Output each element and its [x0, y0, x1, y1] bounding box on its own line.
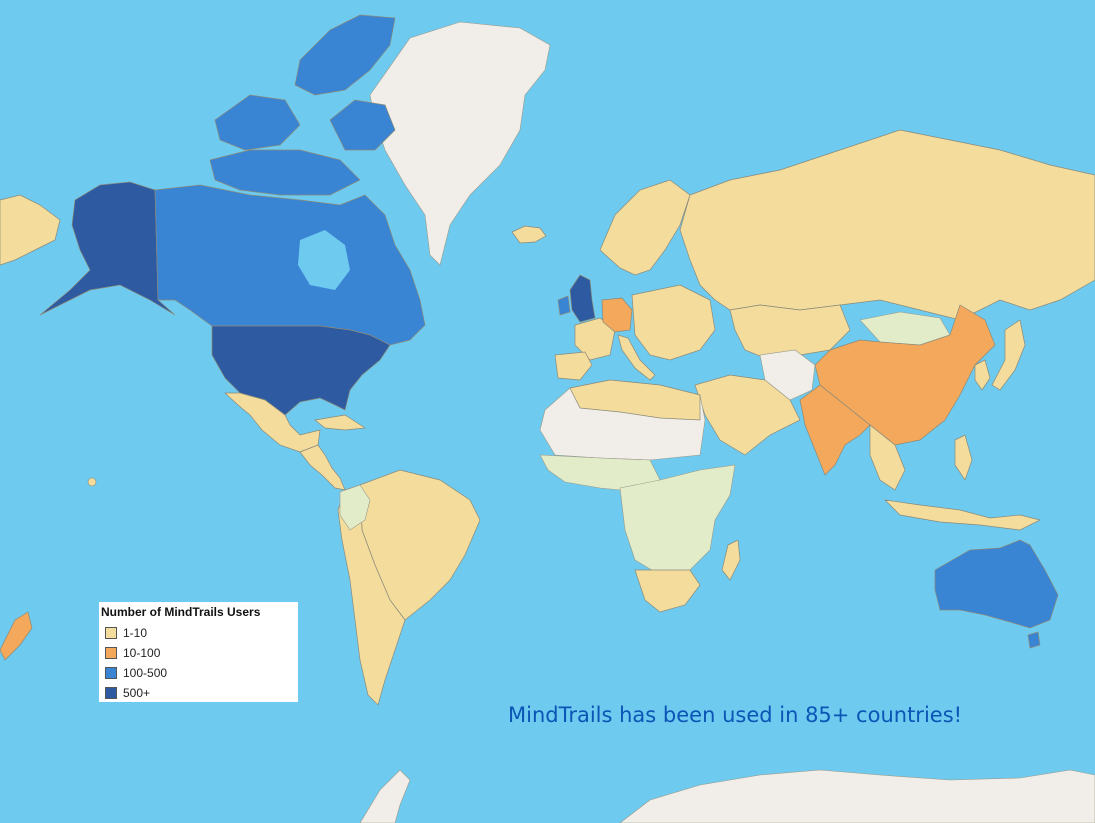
- region-germany: [601, 297, 633, 333]
- region-canada: [154, 184, 426, 346]
- region-scandinavia: [599, 179, 691, 276]
- region-madagascar: [721, 539, 741, 581]
- region-north-africa-coast: [569, 379, 701, 421]
- region-italy: [617, 334, 656, 381]
- region-antarctica: [359, 769, 1095, 823]
- region-japan: [991, 319, 1026, 391]
- region-iceland: [511, 225, 547, 244]
- legend-item-10-100: 10-100: [101, 643, 298, 663]
- region-eastern-europe: [631, 284, 716, 361]
- region-southeast-asia: [869, 424, 906, 491]
- region-united-kingdom: [569, 274, 596, 323]
- map-legend: Number of MindTrails Users 1-10 10-100 1…: [99, 602, 298, 702]
- legend-label: 100-500: [123, 666, 168, 680]
- region-central-america: [299, 444, 346, 491]
- region-ireland: [557, 295, 571, 316]
- region-iran: [759, 349, 816, 401]
- region-hudson-bay: [298, 230, 350, 290]
- region-middle-east: [694, 374, 801, 456]
- region-central-africa: [619, 464, 736, 576]
- region-france: [574, 317, 616, 361]
- region-russia: [679, 129, 1095, 321]
- region-greenland: [369, 21, 551, 266]
- legend-label: 500+: [123, 686, 151, 700]
- legend-swatch: [105, 647, 117, 659]
- legend-swatch: [105, 687, 117, 699]
- region-mexico: [224, 392, 321, 453]
- region-alaska: [39, 181, 176, 316]
- region-australia: [934, 539, 1059, 629]
- region-chukotka: [0, 194, 61, 266]
- legend-title: Number of MindTrails Users: [101, 605, 261, 619]
- region-new-zealand: [0, 611, 33, 661]
- region-iberia: [554, 351, 593, 381]
- region-korea: [974, 359, 991, 391]
- region-philippines: [954, 434, 973, 481]
- legend-item-1-10: 1-10: [101, 623, 298, 643]
- region-southern-africa: [634, 569, 701, 613]
- region-canada-arctic: [209, 14, 396, 196]
- region-colombia: [339, 484, 371, 531]
- map-caption: MindTrails has been used in 85+ countrie…: [508, 703, 963, 727]
- legend-item-100-500: 100-500: [101, 663, 298, 683]
- legend-item-500-plus: 500+: [101, 683, 298, 703]
- region-indonesia: [884, 499, 1042, 531]
- region-tasmania: [1027, 631, 1041, 649]
- legend-label: 1-10: [123, 626, 148, 640]
- legend-swatch: [105, 667, 117, 679]
- region-south-america-west: [337, 484, 406, 706]
- legend-swatch: [105, 627, 117, 639]
- region-india: [799, 384, 871, 476]
- legend-label: 10-100: [123, 646, 161, 660]
- region-cuba: [314, 414, 367, 431]
- region-hawaii: [87, 477, 97, 487]
